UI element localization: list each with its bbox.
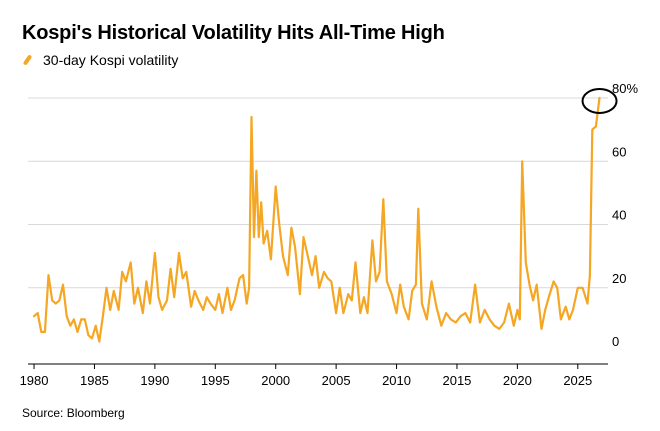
x-tick-label-2000: 2000	[261, 373, 290, 388]
x-tick-label-1995: 1995	[201, 373, 230, 388]
x-tick-label-2025: 2025	[563, 373, 592, 388]
x-axis-ticks: 1980 1985 1990 1995 2000 2005 2010 2015 2020 2025	[20, 363, 608, 388]
source-note: Source: Bloomberg	[22, 406, 125, 420]
y-tick-label-60: 60	[612, 144, 626, 159]
x-tick-label-1985: 1985	[80, 373, 109, 388]
chart-title: Kospi's Historical Volatility Hits All-T…	[22, 22, 445, 44]
x-tick-label-1980: 1980	[20, 373, 49, 388]
x-tick-label-2020: 2020	[503, 373, 532, 388]
latest-value-circle	[581, 88, 618, 114]
x-tick-label-2015: 2015	[442, 373, 471, 388]
series-line-0	[32, 96, 601, 343]
y-tick-label-40: 40	[612, 208, 626, 223]
x-tick-label-2005: 2005	[322, 373, 351, 388]
legend: 30-day Kospi volatility	[22, 52, 178, 68]
series-group	[32, 96, 601, 343]
y-tick-label-80: 80%	[612, 81, 638, 96]
annotation-group	[581, 88, 618, 114]
legend-label: 30-day Kospi volatility	[43, 52, 179, 68]
y-tick-label-20: 20	[612, 271, 626, 286]
x-tick-label-2010: 2010	[382, 373, 411, 388]
y-axis-ticks: 0 20 40 60 80%	[612, 81, 638, 349]
grid-lines	[28, 97, 608, 289]
x-tick-label-1990: 1990	[140, 373, 169, 388]
y-tick-label-0: 0	[612, 334, 619, 349]
